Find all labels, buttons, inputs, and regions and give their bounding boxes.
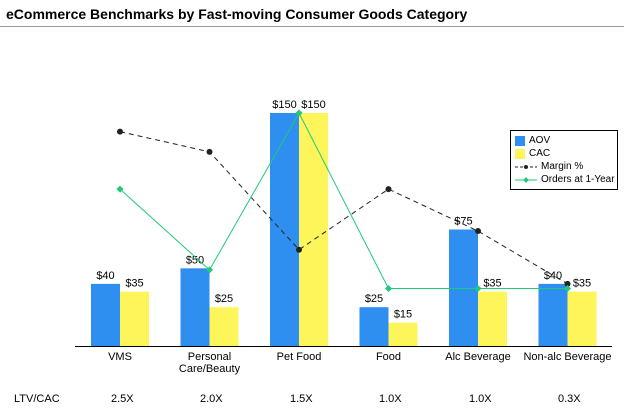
cac-data-label: $15 bbox=[394, 309, 412, 321]
aov-data-label: $40 bbox=[96, 270, 114, 282]
legend-label: CAC bbox=[529, 148, 551, 159]
cac-bar bbox=[567, 291, 597, 346]
margin-line-swatch bbox=[515, 164, 537, 169]
legend-label: Orders at 1-Year bbox=[541, 174, 615, 185]
margin-point bbox=[475, 228, 481, 235]
chart-legend: AOV CAC Margin % Orders at 1-Year bbox=[510, 130, 618, 190]
legend-label: Margin % bbox=[541, 161, 584, 172]
x-tick-label: Non-alc Beverage bbox=[523, 351, 611, 363]
cac-bar bbox=[478, 291, 507, 346]
aov-data-label: $150 bbox=[272, 99, 296, 111]
aov-data-label: $75 bbox=[454, 216, 472, 228]
aov-bar bbox=[180, 268, 210, 346]
x-tick-label: Alc Beverage bbox=[445, 351, 510, 363]
orders-point bbox=[295, 109, 303, 117]
x-tick-label: VMS bbox=[108, 351, 132, 363]
aov-bar bbox=[270, 113, 299, 346]
ltv-value: 1.0X bbox=[469, 393, 492, 405]
cac-swatch bbox=[515, 148, 525, 159]
ltv-value: 1.0X bbox=[379, 393, 402, 405]
aov-bar bbox=[538, 283, 568, 346]
title-divider bbox=[0, 26, 624, 27]
aov-data-label: $40 bbox=[544, 270, 562, 282]
margin-line bbox=[119, 131, 568, 285]
legend-item-aov: AOV bbox=[515, 134, 617, 147]
orders-point bbox=[116, 185, 124, 193]
margin-point bbox=[385, 186, 392, 193]
x-tick-label: Food bbox=[376, 351, 401, 363]
ltv-cac-label: LTV/CAC bbox=[14, 393, 60, 405]
aov-bar bbox=[449, 229, 478, 346]
orders-point bbox=[563, 284, 572, 293]
cac-bar bbox=[209, 307, 239, 346]
margin-point bbox=[117, 128, 123, 135]
aov-data-label: $50 bbox=[186, 254, 204, 266]
aov-swatch bbox=[515, 135, 525, 146]
cac-data-label: $150 bbox=[301, 99, 325, 111]
margin-point bbox=[296, 246, 302, 253]
orders-line-swatch bbox=[515, 176, 537, 183]
orders-line bbox=[119, 111, 568, 290]
cac-bar bbox=[388, 322, 418, 346]
ltv-value: 1.5X bbox=[290, 393, 313, 405]
cac-data-label: $35 bbox=[483, 278, 501, 290]
ltv-value: 2.0X bbox=[200, 393, 223, 405]
orders-point bbox=[384, 284, 393, 293]
x-tick-label: Pet Food bbox=[277, 351, 322, 363]
x-tick-label: Care/Beauty bbox=[179, 363, 241, 375]
aov-bar bbox=[359, 307, 389, 346]
ltv-value: 2.5X bbox=[111, 393, 134, 405]
cac-bar bbox=[299, 113, 328, 346]
cac-data-label: $35 bbox=[573, 278, 591, 290]
cac-data-label: $25 bbox=[215, 293, 233, 305]
margin-point bbox=[206, 148, 213, 155]
x-tick-label: Personal bbox=[188, 351, 231, 363]
cac-data-label: $35 bbox=[125, 278, 143, 290]
margin-point bbox=[564, 280, 571, 287]
aov-data-label: $25 bbox=[365, 293, 383, 305]
ltv-value: 0.3X bbox=[558, 393, 581, 405]
orders-point bbox=[205, 266, 214, 274]
legend-item-orders: Orders at 1-Year bbox=[515, 173, 617, 186]
legend-label: AOV bbox=[529, 135, 551, 146]
chart-title: eCommerce Benchmarks by Fast-moving Cons… bbox=[6, 6, 468, 22]
cac-bar bbox=[120, 291, 149, 346]
legend-item-margin: Margin % bbox=[515, 160, 617, 173]
aov-bar bbox=[91, 283, 120, 346]
orders-point bbox=[474, 284, 482, 293]
legend-item-cac: CAC bbox=[515, 147, 617, 160]
